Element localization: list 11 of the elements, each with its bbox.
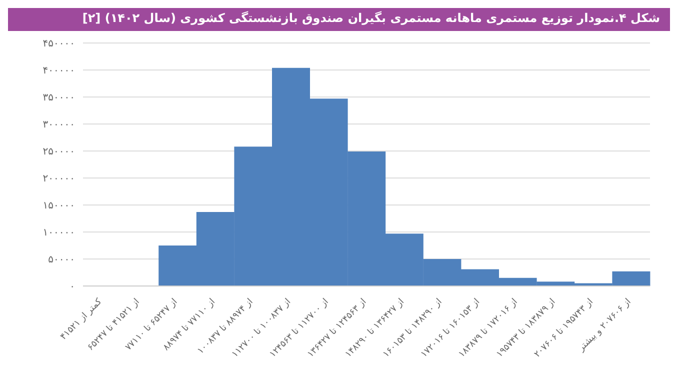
y-tick-label: ۴۵۰۰۰۰	[42, 38, 75, 50]
y-tick-label: ۳۵۰۰۰۰	[42, 92, 75, 104]
y-tick-label: ۳۰۰۰۰۰	[42, 120, 75, 131]
y-tick-label: ۰	[70, 282, 75, 293]
y-tick-label: ۱۵۰۰۰۰	[42, 200, 75, 212]
y-tick-label: ۵۰۰۰۰	[48, 254, 75, 266]
y-tick-label: ۴۰۰۰۰۰	[42, 66, 75, 77]
y-tick-label: ۲۵۰۰۰۰	[42, 146, 75, 158]
y-tick-label: ۱۰۰۰۰۰	[42, 228, 75, 239]
chart-title: شکل ۴.نمودار توزیع مستمری ماهانه مستمری بگیران صندوق بازنشستگی کشوری (سال ۱۴۰۲) [۲]	[8, 8, 670, 31]
y-tick-label: ۲۰۰۰۰۰	[42, 174, 75, 185]
